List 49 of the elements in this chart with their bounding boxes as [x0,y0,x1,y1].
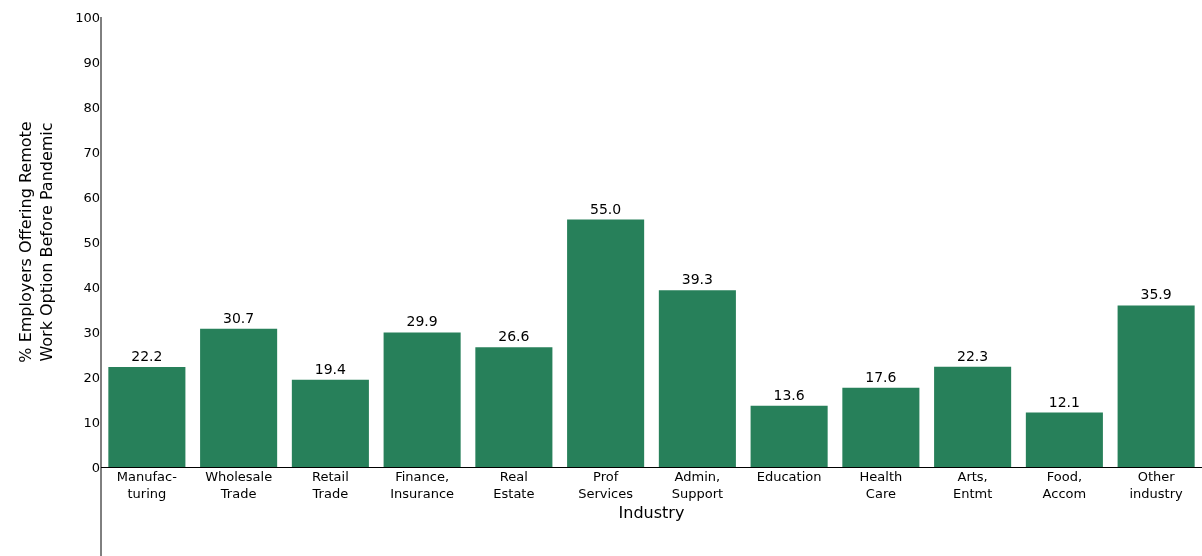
data-label: 39.3 [681,271,713,288]
y-tick-label: 10 [83,414,100,430]
bar [1025,412,1103,467]
x-tick-label: Retail Trade [311,469,349,501]
bar [475,347,553,467]
data-label: 13.6 [773,386,805,403]
bar [383,332,461,467]
y-tick-label: 50 [83,234,100,250]
bar [567,219,645,467]
data-label: 30.7 [223,309,255,326]
y-tick-label: 80 [83,99,100,115]
y-tick-label: 90 [83,54,100,70]
x-tick-label: Other industry [1129,469,1184,501]
data-label: 22.3 [957,347,989,364]
bar [1117,305,1195,467]
y-tick-label: 20 [83,369,100,385]
x-tick-label: Health Care [859,469,903,501]
x-axis-title: Industry [618,502,685,522]
data-label: 35.9 [1140,286,1172,303]
y-tick-label: 60 [83,189,100,205]
bar [658,290,736,467]
data-label: 12.1 [1048,393,1080,410]
bar [842,387,920,467]
y-tick-label: 40 [83,279,100,295]
x-tick-label: Food, Accom [1042,469,1087,501]
bar [934,366,1012,467]
x-tick-label: Real Estate [493,469,535,501]
y-tick-label: 0 [91,459,100,475]
bar [108,367,186,467]
x-tick-label: Arts, Entmt [952,469,993,501]
y-axis-title: % Employers Offering Remote Work Option Before Pandemic [16,121,57,363]
bar [750,405,828,467]
data-label: 19.4 [314,360,347,377]
y-tick-label: 30 [83,324,100,340]
x-tick-label: Manufac- turing [116,469,178,501]
y-tick-label: 100 [75,9,100,25]
x-tick-label: Education [756,469,822,484]
bar [291,379,369,467]
data-label: 55.0 [590,200,622,217]
x-tick-label: Prof Services [578,469,634,501]
data-label: 17.6 [865,368,897,385]
data-label: 26.6 [498,328,530,345]
data-label: 29.9 [406,313,438,330]
x-tick-label: Wholesale Trade [205,469,273,501]
x-tick-label: Finance, Insurance [390,469,455,501]
y-tick-label: 70 [83,144,100,160]
x-tick-label: Admin, Support [671,469,724,501]
data-label: 22.2 [131,348,163,365]
bar [200,328,278,467]
